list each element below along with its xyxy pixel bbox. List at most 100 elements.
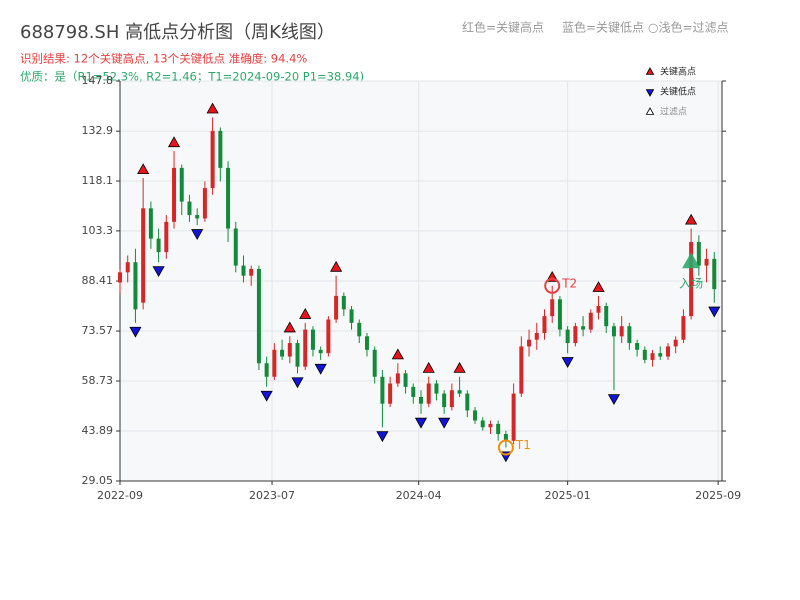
y-tick-label: 88.41 (82, 274, 114, 287)
candle-body (164, 221, 169, 253)
candle-body (426, 383, 431, 404)
key-point (391, 348, 404, 360)
candle-body (519, 346, 524, 394)
y-tick-label: 29.05 (82, 474, 114, 487)
x-tick-label: 2023-07 (249, 489, 295, 502)
candle-body (658, 353, 663, 357)
key-point (291, 377, 304, 389)
candle-body (133, 262, 138, 310)
key-point (283, 321, 296, 333)
key-point (137, 163, 150, 175)
candle-body (241, 265, 246, 276)
subtitle2: 优质：是（R1=52.3%, R2=1.46；T1=2024-09-20 P1=… (20, 70, 364, 84)
candle-body (249, 268, 254, 276)
key-point (260, 390, 273, 402)
candle-body (681, 316, 686, 340)
key-point (592, 281, 605, 292)
target-marker (497, 439, 514, 456)
key-point (206, 102, 219, 114)
candle-body (357, 322, 362, 337)
legend-label: 关键低点 (660, 86, 696, 98)
candle-body (619, 326, 624, 337)
candle-body (611, 326, 616, 337)
x-tick-label: 2024-04 (396, 489, 442, 502)
candle-body (233, 228, 238, 266)
candle-body (349, 309, 354, 323)
candle-body (534, 332, 539, 340)
candle-body (542, 316, 547, 333)
candle-body (118, 272, 122, 283)
chart-title: 688798.SH 高低点分析图（周K线图） (20, 22, 335, 43)
key-point (299, 308, 312, 319)
candle-body (480, 420, 485, 428)
candle-body (696, 242, 701, 266)
candle-body (280, 349, 285, 357)
candle-body (141, 208, 146, 303)
candle-body (364, 336, 369, 350)
candle-body (673, 339, 678, 347)
candle-body (202, 188, 207, 219)
candle-body (573, 326, 578, 344)
candle-body (388, 383, 393, 404)
candle-body (218, 130, 223, 168)
candle-body (326, 319, 331, 354)
annotation: T1 (515, 438, 531, 452)
key-point (314, 363, 327, 375)
candle-body (148, 208, 153, 239)
candle-body (303, 329, 308, 367)
candle-body (511, 393, 516, 441)
y-tick-label: 147.8 (82, 74, 114, 87)
candle-body (125, 262, 130, 273)
candle-body (295, 343, 300, 367)
legend-marker (645, 107, 655, 115)
candle-body (449, 390, 454, 408)
candle-body (496, 423, 501, 435)
candle-body (503, 434, 508, 441)
candle-body (318, 349, 323, 354)
top-legend: 红色=关键高点 (462, 20, 544, 35)
candle-body (195, 215, 200, 219)
y-tick-label: 58.73 (82, 374, 114, 387)
candle-body (557, 299, 562, 330)
top-legend: 蓝色=关键低点 (562, 21, 644, 35)
key-point (330, 260, 343, 272)
legend-marker (645, 67, 655, 75)
y-tick-label: 43.89 (82, 424, 114, 437)
candle-body (156, 238, 161, 253)
x-tick-label: 2025-09 (695, 489, 741, 502)
candle-body (272, 349, 277, 377)
key-point (607, 394, 621, 406)
y-tick-label: 73.57 (82, 324, 114, 337)
key-point (376, 431, 389, 443)
candle-body (264, 363, 269, 377)
top-legend: ○浅色=过滤点 (648, 21, 729, 35)
y-tick-label: 118.1 (82, 174, 114, 187)
candle-body (179, 167, 184, 202)
candle-body (395, 373, 400, 384)
candle-body (689, 242, 694, 317)
candle-body (457, 390, 462, 394)
candle-body (712, 258, 717, 290)
candle-body (650, 353, 655, 360)
entry-marker (682, 252, 701, 269)
key-point (438, 417, 451, 429)
key-point (152, 266, 165, 278)
key-point (414, 417, 428, 429)
annotation: T2 (561, 276, 577, 290)
candle-body (210, 130, 215, 189)
candle-body (380, 376, 385, 404)
key-point (422, 361, 435, 373)
candle-body (442, 393, 447, 408)
candle-body (627, 326, 632, 344)
key-point (708, 306, 721, 318)
subtitle: 识别结果: 12个关键高点, 13个关键低点 准确度: 94.4% (20, 52, 307, 66)
key-point (191, 229, 204, 240)
candle-body (488, 423, 493, 428)
candle-body (527, 339, 532, 347)
candle-body (588, 312, 593, 330)
candle-body (704, 258, 709, 266)
legend-label: 关键高点 (660, 66, 696, 78)
x-tick-label: 2022-09 (97, 489, 143, 502)
key-point (167, 136, 181, 148)
candle-body (419, 396, 423, 404)
